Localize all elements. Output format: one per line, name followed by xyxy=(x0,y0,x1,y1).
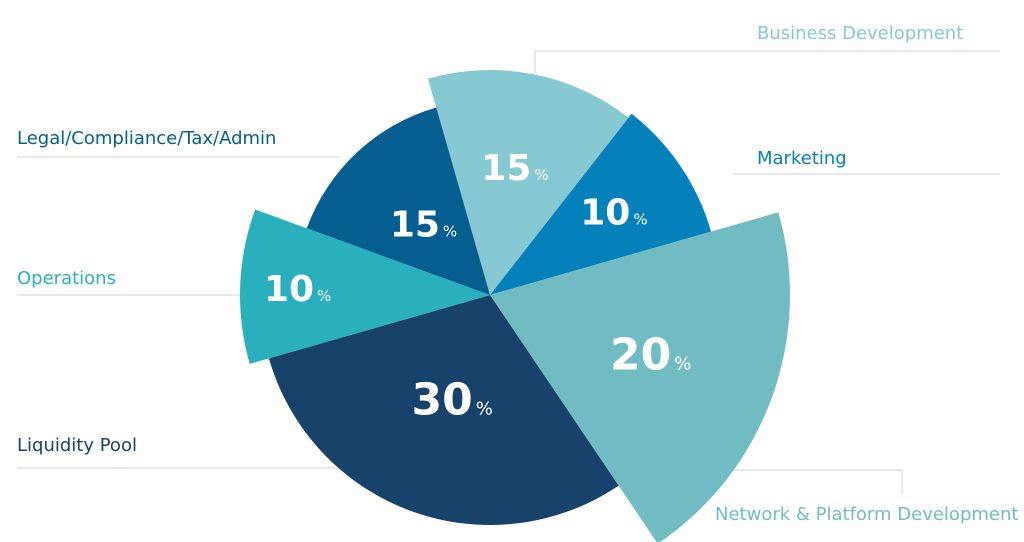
value-label-business-development: 15% xyxy=(481,148,548,189)
slice-legal-compliance-tax-admin xyxy=(306,107,490,295)
value-label-marketing: 10% xyxy=(580,192,647,233)
value-unit: % xyxy=(443,223,457,241)
leader-line-business-development xyxy=(534,50,1000,73)
value-label-network-platform-development: 20% xyxy=(610,329,691,380)
slice-marketing xyxy=(490,113,712,295)
slice-liquidity-pool xyxy=(268,295,619,525)
slice-value-labels: 15 %10 %20 %30 %10 %15% xyxy=(264,148,691,426)
slice-business-development xyxy=(427,70,629,295)
value-number: 20 xyxy=(610,329,671,380)
category-label-marketing: Marketing xyxy=(757,148,847,169)
category-label-operations: Operations xyxy=(17,268,116,289)
pie-slices xyxy=(239,70,791,542)
value-label-operations: 10% xyxy=(264,269,331,310)
value-unit: % xyxy=(534,166,548,184)
category-label-legal-compliance-tax-admin: Legal/Compliance/Tax/Admin xyxy=(17,128,276,149)
value-number: 15 xyxy=(481,148,531,189)
value-unit: % xyxy=(476,399,493,420)
leader-line-network-platform-development xyxy=(700,469,903,494)
value-unit: % xyxy=(317,287,331,305)
value-number: 10 xyxy=(580,192,630,233)
value-label-liquidity-pool: 30% xyxy=(412,375,493,426)
leader-lines xyxy=(17,50,1000,494)
value-unit: % xyxy=(633,210,647,228)
category-label-business-development: Business Development xyxy=(757,23,963,44)
slice-network-platform-development xyxy=(490,212,791,542)
value-number: 15 xyxy=(390,205,440,246)
value-number: 10 xyxy=(264,269,314,310)
category-label-liquidity-pool: Liquidity Pool xyxy=(17,435,137,456)
slice-operations xyxy=(239,209,490,364)
value-label-legal-compliance-tax-admin: 15% xyxy=(390,205,457,246)
value-number: 30 xyxy=(412,375,473,426)
category-label-network-platform-development: Network & Platform Development xyxy=(715,504,1018,525)
value-unit: % xyxy=(674,353,691,374)
category-labels: Business Development Marketing Network & P… xyxy=(17,23,1018,525)
